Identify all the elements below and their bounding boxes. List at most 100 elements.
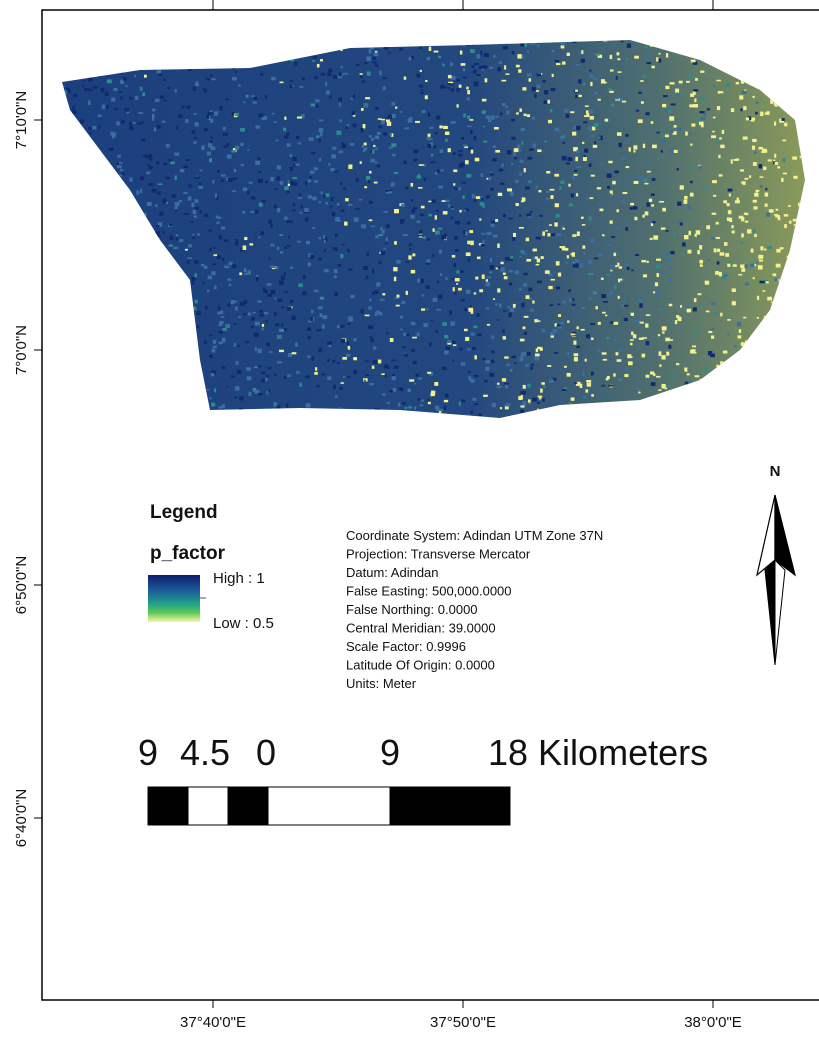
speckle <box>666 230 669 232</box>
speckle <box>477 257 481 260</box>
speckle <box>210 110 213 112</box>
speckle <box>676 363 679 365</box>
speckle <box>349 316 353 318</box>
speckle <box>690 93 694 97</box>
speckle <box>304 422 308 424</box>
speckle <box>621 157 626 160</box>
speckle <box>389 147 393 149</box>
speckle <box>574 170 577 172</box>
speckle <box>295 342 298 346</box>
speckle <box>507 188 512 191</box>
speckle <box>244 411 247 415</box>
speckle <box>251 326 254 328</box>
speckle <box>394 209 399 213</box>
speckle <box>63 46 66 48</box>
speckle <box>810 278 815 280</box>
speckle <box>399 48 403 51</box>
speckle <box>181 106 184 109</box>
speckle <box>137 374 142 376</box>
speckle <box>247 376 252 380</box>
speckle <box>658 389 661 391</box>
speckle <box>453 344 457 346</box>
speckle <box>299 382 301 386</box>
speckle <box>779 402 782 406</box>
speckle <box>620 281 623 284</box>
speckle <box>786 276 789 279</box>
speckle <box>613 373 615 376</box>
speckle <box>469 119 473 121</box>
speckle <box>150 58 153 61</box>
speckle <box>335 217 340 221</box>
speckle <box>782 90 785 93</box>
speckle <box>94 74 98 76</box>
speckle <box>482 205 484 208</box>
speckle <box>598 204 601 206</box>
speckle <box>521 128 526 131</box>
speckle <box>63 90 66 94</box>
speckle <box>235 386 240 390</box>
speckle <box>807 296 809 298</box>
speckle <box>219 342 223 345</box>
speckle <box>121 120 125 123</box>
speckle <box>728 407 732 409</box>
speckle <box>503 336 506 339</box>
speckle <box>648 53 651 56</box>
speckle <box>689 231 692 235</box>
speckle <box>174 310 178 312</box>
speckle <box>597 136 600 139</box>
speckle <box>394 241 397 245</box>
speckle <box>463 44 467 47</box>
speckle <box>519 172 522 176</box>
speckle <box>302 77 305 80</box>
speckle <box>481 173 484 177</box>
speckle <box>292 157 296 161</box>
speckle <box>129 177 132 181</box>
speckle <box>309 137 314 141</box>
speckle <box>716 237 720 239</box>
speckle <box>98 226 103 229</box>
speckle <box>794 307 798 309</box>
speckle <box>266 375 269 377</box>
speckle <box>152 189 157 193</box>
speckle <box>394 172 398 174</box>
speckle <box>347 341 349 345</box>
speckle <box>208 143 212 147</box>
speckle <box>694 308 696 311</box>
speckle <box>428 214 432 217</box>
speckle <box>102 383 106 385</box>
speckle <box>421 89 423 91</box>
speckle <box>652 145 657 149</box>
speckle <box>470 379 474 383</box>
speckle <box>67 119 71 121</box>
speckle <box>272 113 274 115</box>
speckle <box>669 278 673 282</box>
speckle <box>369 201 373 204</box>
speckle <box>163 366 166 370</box>
speckle <box>431 154 433 157</box>
speckle <box>495 303 498 305</box>
speckle <box>716 222 719 225</box>
speckle <box>132 53 135 55</box>
speckle <box>259 203 263 207</box>
speckle <box>758 147 763 150</box>
speckle <box>527 384 530 388</box>
speckle <box>448 75 452 78</box>
speckle <box>602 312 606 314</box>
speckle <box>556 63 560 65</box>
speckle <box>638 392 640 394</box>
speckle <box>510 256 513 259</box>
speckle <box>414 406 416 409</box>
speckle <box>491 223 495 227</box>
speckle <box>214 388 216 392</box>
speckle <box>489 173 493 175</box>
speckle <box>180 376 184 378</box>
speckle <box>713 195 716 197</box>
speckle <box>209 354 213 357</box>
speckle <box>801 393 805 397</box>
speckle <box>666 352 669 356</box>
speckle <box>562 389 567 391</box>
speckle <box>479 218 481 220</box>
speckle <box>369 219 373 221</box>
speckle <box>132 351 137 353</box>
speckle <box>66 211 70 213</box>
